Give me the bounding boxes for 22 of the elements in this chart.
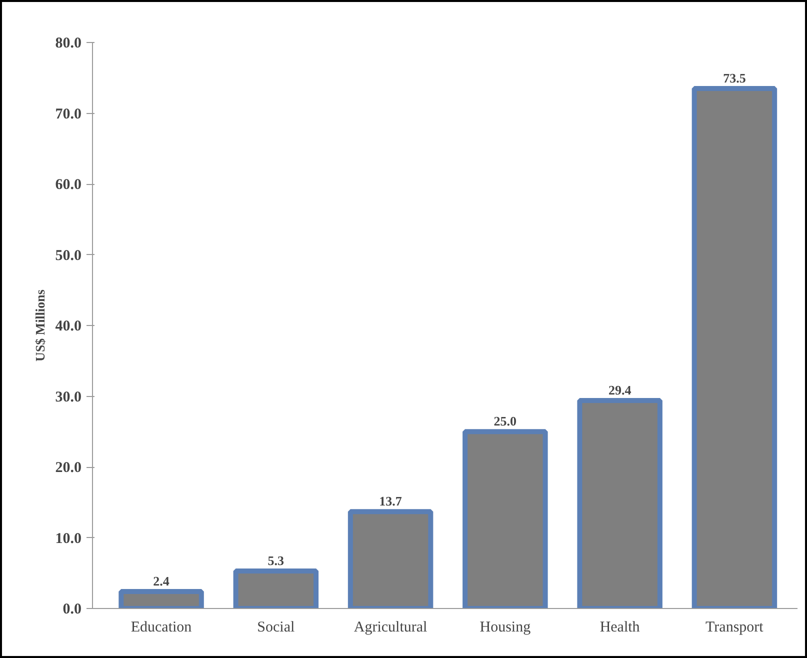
y-tick-label: 30.0 — [55, 389, 82, 406]
y-tick-label: 20.0 — [55, 460, 82, 476]
y-tick-label: 40.0 — [55, 318, 82, 334]
data-label: 2.4 — [153, 574, 170, 589]
data-label: 29.4 — [608, 382, 632, 398]
x-tick-label: Transport — [706, 620, 764, 636]
y-tick-label: 50.0 — [55, 248, 82, 264]
y-tick-label: 60.0 — [55, 177, 82, 193]
x-tick-label: Agricultural — [354, 620, 428, 636]
y-axis-title: US$ Millions — [32, 290, 48, 362]
y-tick-label: 80.0 — [55, 36, 82, 52]
data-label: 5.3 — [268, 553, 285, 568]
x-tick-label: Social — [257, 620, 295, 636]
y-tick-label: 0.0 — [62, 602, 82, 618]
data-label: 25.0 — [494, 414, 517, 429]
data-label: 13.7 — [379, 494, 402, 509]
data-label: 73.5 — [723, 70, 746, 86]
x-tick-label: Education — [130, 620, 192, 636]
y-tick-label: 10.0 — [55, 530, 82, 547]
x-tick-label: Housing — [480, 620, 532, 636]
y-tick-label: 70.0 — [55, 106, 82, 122]
x-tick-label: Health — [600, 620, 640, 636]
